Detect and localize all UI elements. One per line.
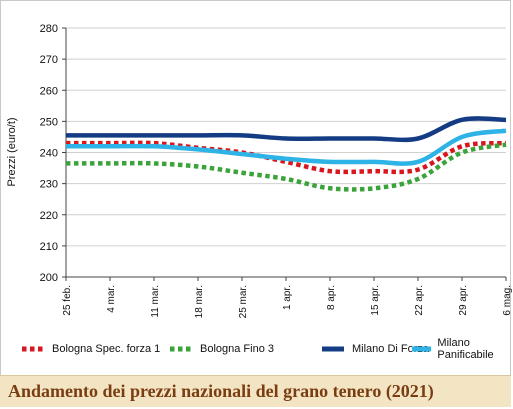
legend-swatch [322, 346, 344, 352]
y-tick-label: 270 [40, 54, 58, 66]
y-tick-label: 240 [40, 148, 58, 160]
y-tick-label: 200 [40, 272, 58, 284]
x-tick-label: 11 mar. [150, 285, 161, 318]
x-tick-label: 22 apr. [414, 285, 425, 316]
series-lines [65, 116, 507, 192]
x-tick-label: 4 mar. [106, 285, 117, 313]
y-tick-label: 230 [40, 179, 58, 191]
x-tick-label: 1 apr. [282, 285, 293, 310]
legend-label: Milano Panificabile [437, 337, 494, 361]
y-tick-label: 210 [40, 241, 58, 253]
legend-label: Milano Di Forza [352, 343, 430, 355]
y-tick-label: 260 [40, 85, 58, 97]
x-tick-label: 8 apr. [326, 285, 337, 310]
x-tick-label: 25 feb. [62, 285, 73, 316]
title-bar: Andamento dei prezzi nazionali del grano… [0, 375, 511, 407]
y-tick-label: 220 [40, 210, 58, 222]
x-tick-label: 25 mar. [238, 285, 249, 318]
series-line-3 [65, 116, 507, 143]
y-tick-label: 250 [40, 116, 58, 128]
legend-item: Bologna Fino 3 [168, 338, 274, 360]
legend-label: Bologna Fino 3 [200, 343, 274, 355]
legend-swatch [170, 346, 192, 352]
legend-label: Bologna Spec. forza 1 [52, 343, 161, 355]
legend-swatch [22, 346, 44, 352]
x-tick-label: 6 mag. [502, 285, 513, 316]
chart-title: Andamento dei prezzi nazionali del grano… [8, 381, 434, 401]
legend: Bologna Spec. forza 1 Bologna Fino 3 Milan… [0, 337, 513, 361]
y-axis-label: Prezzi (euro/t) [6, 117, 18, 186]
grid [66, 27, 506, 278]
legend-swatch [412, 346, 432, 352]
x-tick-label: 29 apr. [458, 285, 469, 316]
chart-plot-area: 200 210 220 230 240 250 260 270 280 25 feb. 4 mar.… [6, 23, 513, 318]
legend-item: Bologna Spec. forza 1 [20, 338, 160, 360]
y-tick-label: 280 [40, 23, 58, 35]
x-tick-label: 18 mar. [194, 285, 205, 318]
legend-item: Milano Panificabile [410, 337, 513, 361]
series-line-1 [65, 140, 507, 175]
legend-item: Milano Di Forza [320, 338, 429, 360]
axes: 200 210 220 230 240 250 260 270 280 25 feb. 4 mar.… [40, 23, 513, 318]
series-line-4 [66, 128, 507, 166]
x-tick-label: 15 apr. [370, 285, 381, 316]
series-line-2 [65, 142, 507, 192]
